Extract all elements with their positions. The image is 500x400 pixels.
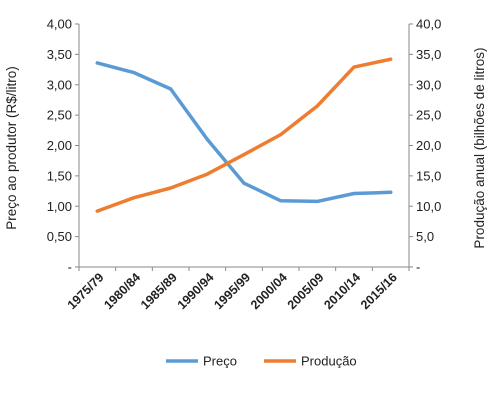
left-tick-label: 1,00 — [47, 199, 72, 214]
left-axis-title-group: Preço ao produtor (R$/litro) — [4, 66, 19, 230]
x-tick-label: 1990/94 — [175, 270, 217, 312]
left-axis-title: Preço ao produtor (R$/litro) — [4, 66, 19, 230]
right-tick-label: 30,0 — [416, 77, 441, 92]
x-tick-label: 1995/99 — [211, 270, 253, 312]
data-point — [315, 199, 319, 203]
data-point — [389, 190, 393, 194]
data-point — [279, 132, 283, 137]
series-lines — [95, 57, 393, 213]
x-tick-label: 2010/14 — [321, 270, 363, 312]
data-point — [205, 172, 209, 176]
data-point — [352, 65, 356, 69]
data-point — [169, 87, 173, 91]
data-point — [205, 137, 209, 142]
data-point — [242, 181, 246, 185]
left-tick-label: 2,50 — [47, 108, 72, 123]
series-line-preco — [95, 61, 393, 204]
right-tick-label: 35,0 — [416, 47, 441, 62]
series-line-producao — [95, 57, 393, 213]
data-point — [132, 71, 136, 75]
right-tick-label: 10,0 — [416, 199, 441, 214]
right-tick-label: 40,0 — [416, 17, 441, 32]
x-tick-label: 2005/09 — [285, 270, 327, 312]
data-point — [315, 104, 319, 108]
x-tick-label: 1975/79 — [65, 270, 107, 312]
x-tick-label: 2015/16 — [358, 270, 400, 312]
x-tick-label: 2000/04 — [248, 270, 290, 312]
data-point — [132, 196, 136, 200]
right-tick-label: 5,0 — [416, 229, 434, 244]
right-tick-label: 15,0 — [416, 168, 441, 183]
left-tick-label: 3,50 — [47, 47, 72, 62]
right-tick-label: 20,0 — [416, 138, 441, 153]
data-point — [242, 153, 246, 157]
left-tick-label: 1,50 — [47, 168, 72, 183]
right-tick-label: - — [416, 260, 420, 275]
right-tick-label: 25,0 — [416, 108, 441, 123]
legend-label-producao: Produção — [301, 354, 357, 369]
data-point — [95, 209, 99, 213]
data-point — [279, 199, 283, 203]
left-tick-label: 0,50 — [47, 229, 72, 244]
data-point — [352, 191, 356, 196]
left-tick-label: - — [68, 260, 72, 275]
data-point — [169, 186, 173, 190]
axes — [75, 23, 413, 271]
left-tick-label: 2,00 — [47, 138, 72, 153]
right-axis-title-group: Produção anual (bilhões de litros) — [472, 47, 487, 248]
legend: Preço Produção — [166, 354, 357, 369]
data-point — [95, 61, 99, 65]
left-tick-label: 3,00 — [47, 77, 72, 92]
x-tick-label: 1980/84 — [101, 270, 143, 312]
legend-label-preco: Preço — [203, 354, 237, 369]
right-axis-title: Produção anual (bilhões de litros) — [472, 47, 487, 248]
left-tick-label: 4,00 — [47, 17, 72, 32]
x-tick-label: 1985/89 — [138, 270, 180, 312]
data-point — [389, 57, 393, 61]
